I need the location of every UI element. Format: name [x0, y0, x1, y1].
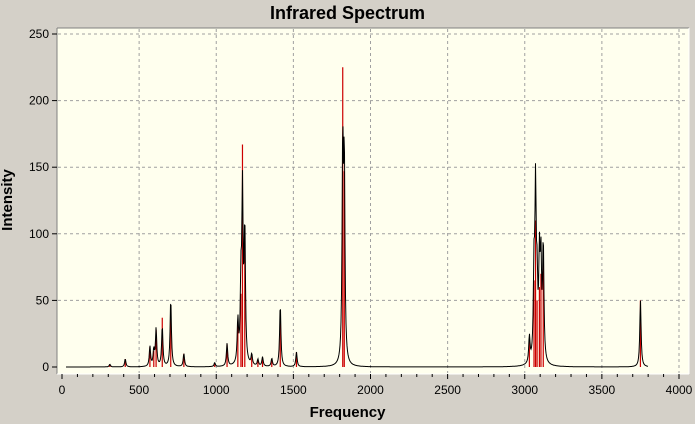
x-tick-label: 500 [129, 383, 149, 397]
y-tick-label: 0 [42, 360, 49, 374]
x-tick-label: 4000 [666, 383, 693, 397]
x-tick-label: 1500 [280, 383, 307, 397]
spectrum-envelope-line [66, 126, 649, 368]
x-tick-label: 2000 [357, 383, 384, 397]
x-axis-label: Frequency [309, 404, 386, 421]
plot-background [57, 28, 689, 374]
y-tick-label: 50 [36, 293, 50, 307]
chart-title: Infrared Spectrum [269, 3, 426, 23]
x-tick-label: 3500 [589, 383, 616, 397]
x-tick-label: 1000 [203, 383, 230, 397]
y-tick-label: 250 [29, 27, 49, 41]
y-tick-label: 100 [29, 227, 49, 241]
x-tick-label: 0 [59, 383, 66, 397]
y-axis-label: Intensity [0, 169, 16, 231]
x-tick-label: 3000 [511, 383, 538, 397]
y-tick-label: 200 [29, 94, 49, 108]
x-tick-label: 2500 [434, 383, 461, 397]
y-tick-label: 150 [29, 160, 49, 174]
